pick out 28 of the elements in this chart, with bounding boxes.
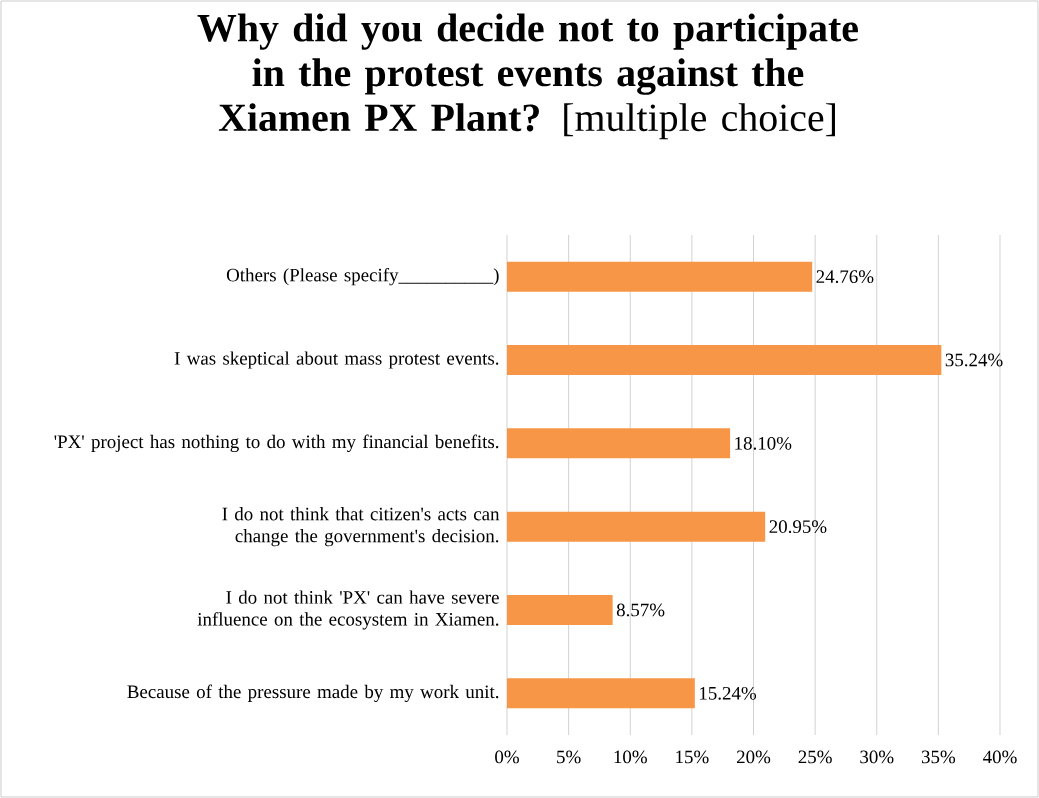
x-tick-label: 30%: [860, 750, 894, 764]
y-tick-label: 'PX' project has nothing to do with my financial benefits.: [54, 434, 499, 453]
data-label: 24.76%: [816, 270, 874, 284]
bar: [507, 428, 731, 459]
x-tick-label: 20%: [736, 750, 771, 764]
x-tick-label: 10%: [614, 750, 647, 764]
data-label: 8.57%: [616, 603, 665, 617]
y-tick-label: I was skeptical about mass protest events.: [174, 351, 499, 369]
x-tick-label: 15%: [676, 750, 709, 764]
bar: [507, 511, 766, 542]
data-label: 20.95%: [769, 520, 827, 534]
bar: [507, 344, 942, 375]
y-tick-label: I do not think 'PX' can have severe influence on the ecosystem in Xiamen.: [197, 590, 499, 630]
x-tick-label: 0%: [495, 750, 519, 764]
bar: [507, 594, 613, 625]
x-tick-label: 40%: [983, 750, 1017, 764]
y-tick-label: I do not think that citizen's acts can change the government's decision.: [222, 507, 500, 547]
chart-title: Why did you decide not to participate in the protest events against the Xiamen PX Plant? [multiple choice]: [197, 13, 858, 140]
bar: [507, 261, 813, 292]
y-tick-label: Others (Please specify__________): [226, 267, 499, 286]
bar: [507, 678, 695, 709]
data-label: 35.24%: [945, 353, 1003, 367]
x-tick-label: 5%: [557, 750, 581, 764]
x-tick-label: 25%: [798, 750, 832, 764]
data-label: 15.24%: [700, 686, 757, 700]
y-tick-label: Because of the pressure made by my work unit.: [127, 684, 499, 703]
data-label: 18.10%: [735, 436, 792, 450]
x-tick-label: 35%: [921, 750, 956, 764]
